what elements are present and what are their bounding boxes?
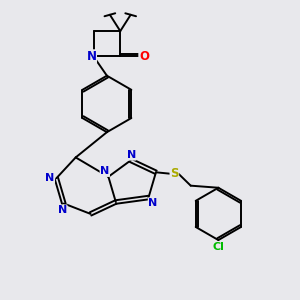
Text: N: N [148, 198, 158, 208]
Text: S: S [170, 167, 178, 180]
Text: N: N [58, 205, 67, 215]
Text: N: N [127, 150, 136, 160]
Text: N: N [45, 173, 55, 183]
Text: Cl: Cl [212, 242, 224, 252]
Text: N: N [100, 167, 110, 176]
Text: N: N [86, 50, 96, 63]
Text: O: O [139, 50, 149, 63]
